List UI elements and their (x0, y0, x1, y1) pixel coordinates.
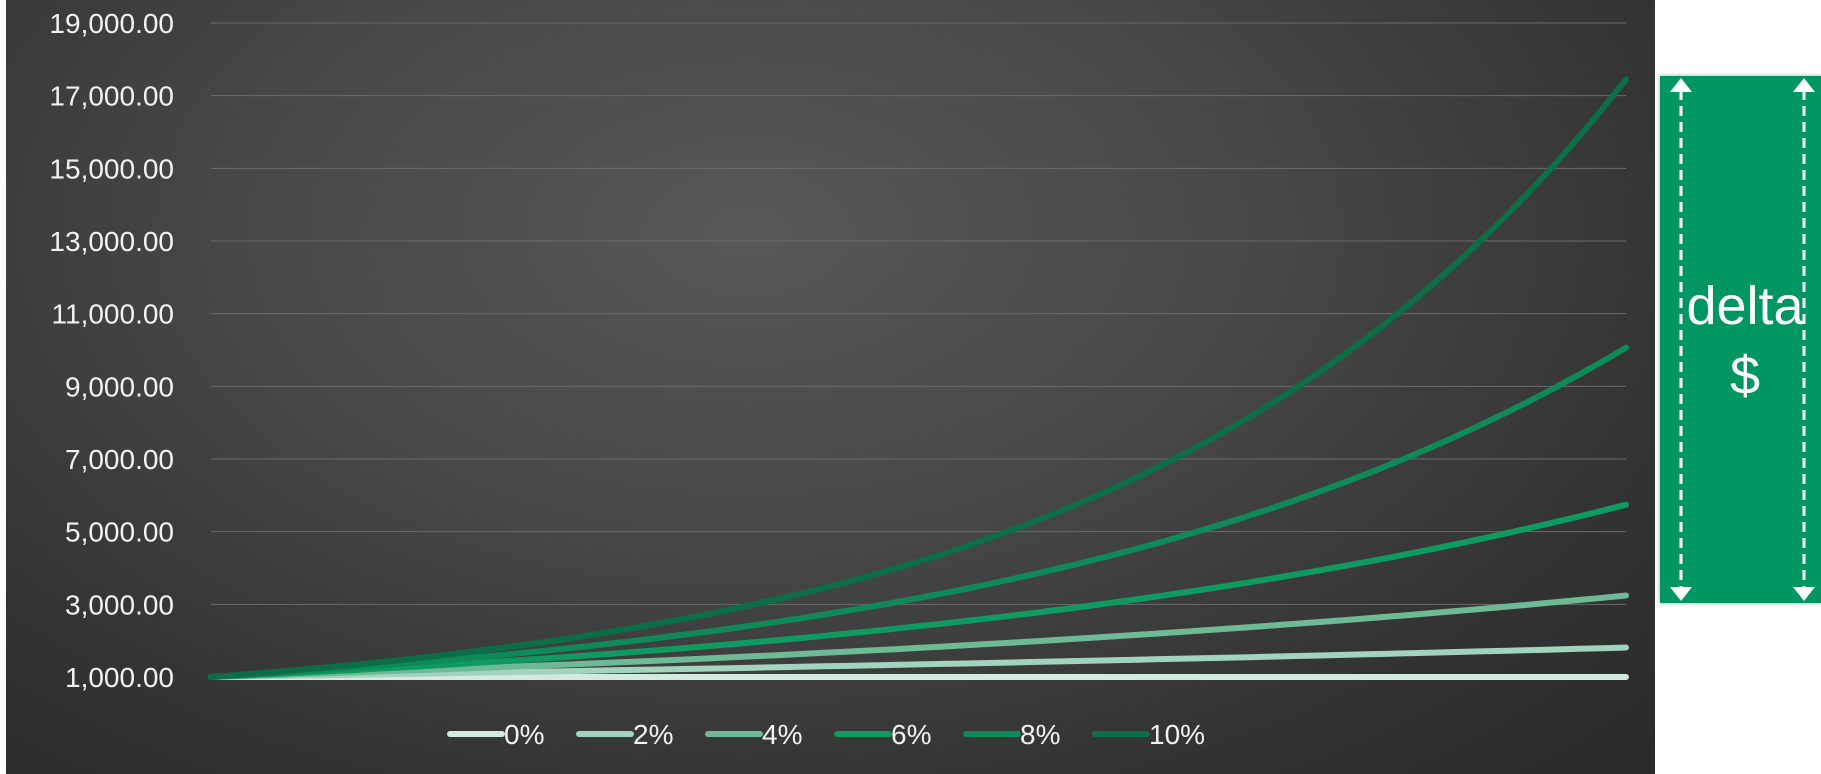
legend-label: 10% (1149, 719, 1205, 750)
y-tick-label: 17,000.00 (49, 81, 174, 112)
legend: 0% 2% 4% 6% 8% 10% (447, 719, 1205, 750)
series-line-8pct (208, 344, 1629, 680)
y-tick-label: 9,000.00 (65, 371, 174, 402)
y-tick-label: 1,000.00 (65, 662, 174, 693)
series-line-2pct (208, 644, 1629, 680)
legend-label: 8% (1020, 719, 1060, 750)
delta-callout-box: delta $ (1660, 76, 1821, 603)
y-tick-label: 13,000.00 (49, 226, 174, 257)
y-tick-label: 5,000.00 (65, 517, 174, 548)
legend-label: 4% (762, 719, 802, 750)
legend-label: 6% (891, 719, 931, 750)
delta-range-arrows (1670, 78, 1815, 601)
series-line-10pct (208, 76, 1629, 680)
y-tick-label: 15,000.00 (49, 153, 174, 184)
legend-label: 0% (504, 719, 544, 750)
series-line-6pct (208, 501, 1629, 680)
y-axis-tick-labels: 19,000.00 17,000.00 15,000.00 13,000.00 11,0… (49, 8, 174, 693)
y-tick-label: 19,000.00 (49, 8, 174, 39)
chart-panel: 19,000.00 17,000.00 15,000.00 13,000.00 11,0… (6, 0, 1655, 774)
legend-label: 2% (633, 719, 673, 750)
series-line-4pct (208, 592, 1629, 680)
line-chart: 19,000.00 17,000.00 15,000.00 13,000.00 11,0… (49, 8, 1629, 750)
delta-label-line2: $ (1729, 346, 1761, 406)
delta-label: delta $ (1660, 271, 1821, 411)
left-range-arrow-icon (1670, 78, 1692, 601)
gridlines (211, 22, 1626, 678)
delta-label-line1: delta (1686, 276, 1804, 336)
right-range-arrow-icon (1793, 78, 1815, 601)
y-tick-label: 3,000.00 (65, 589, 174, 620)
series-lines (208, 76, 1629, 680)
y-tick-label: 7,000.00 (65, 444, 174, 475)
y-tick-label: 11,000.00 (52, 299, 175, 330)
